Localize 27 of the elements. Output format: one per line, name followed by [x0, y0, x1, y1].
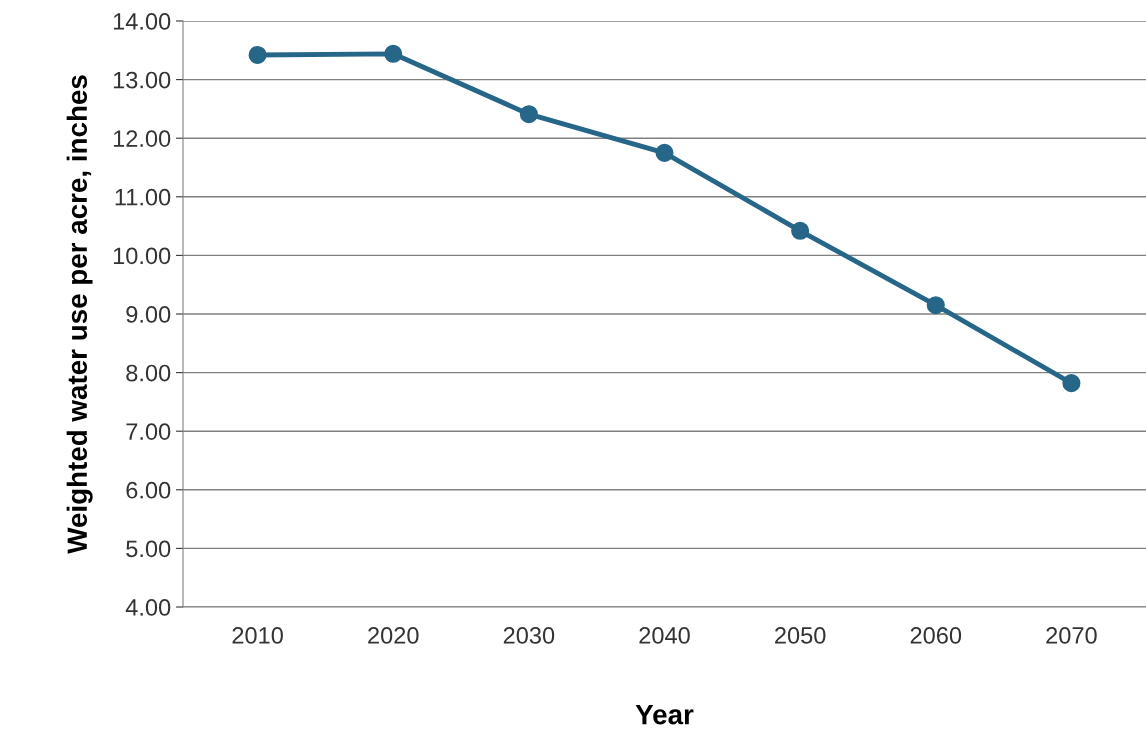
y-tick-label: 14.00	[113, 13, 171, 30]
x-tick-label: 2030	[503, 627, 555, 644]
x-tick-label: 2040	[639, 627, 690, 644]
y-tick-label: 13.00	[113, 71, 171, 89]
y-tick-label: 9.00	[126, 306, 171, 323]
x-tick-label: 2050	[775, 627, 826, 644]
y-tick-label: 5.00	[126, 540, 171, 558]
y-tick-label: 11.00	[115, 188, 171, 206]
y-axis-title: Weighted water use per acre, inches	[66, 75, 93, 554]
y-tick-label: 10.00	[113, 247, 171, 265]
x-axis-title: Year	[635, 705, 694, 725]
point	[926, 296, 945, 315]
point	[655, 143, 674, 162]
point	[519, 105, 538, 124]
point	[791, 221, 810, 240]
x-tick-label: 2060	[910, 627, 962, 644]
y-tick-label: 7.00	[126, 423, 171, 440]
x-tick-label: 2010	[232, 627, 283, 644]
y-tick-label: 6.00	[126, 481, 171, 499]
point	[248, 45, 267, 65]
y-tick-label: 4.00	[125, 599, 171, 616]
point	[384, 44, 403, 63]
y-tick-label: 8.00	[126, 364, 171, 382]
x-tick-label: 2070	[1046, 627, 1097, 644]
point	[1062, 374, 1081, 393]
y-tick-label: 12.00	[113, 130, 171, 147]
x-tick-label: 2020	[368, 627, 419, 644]
